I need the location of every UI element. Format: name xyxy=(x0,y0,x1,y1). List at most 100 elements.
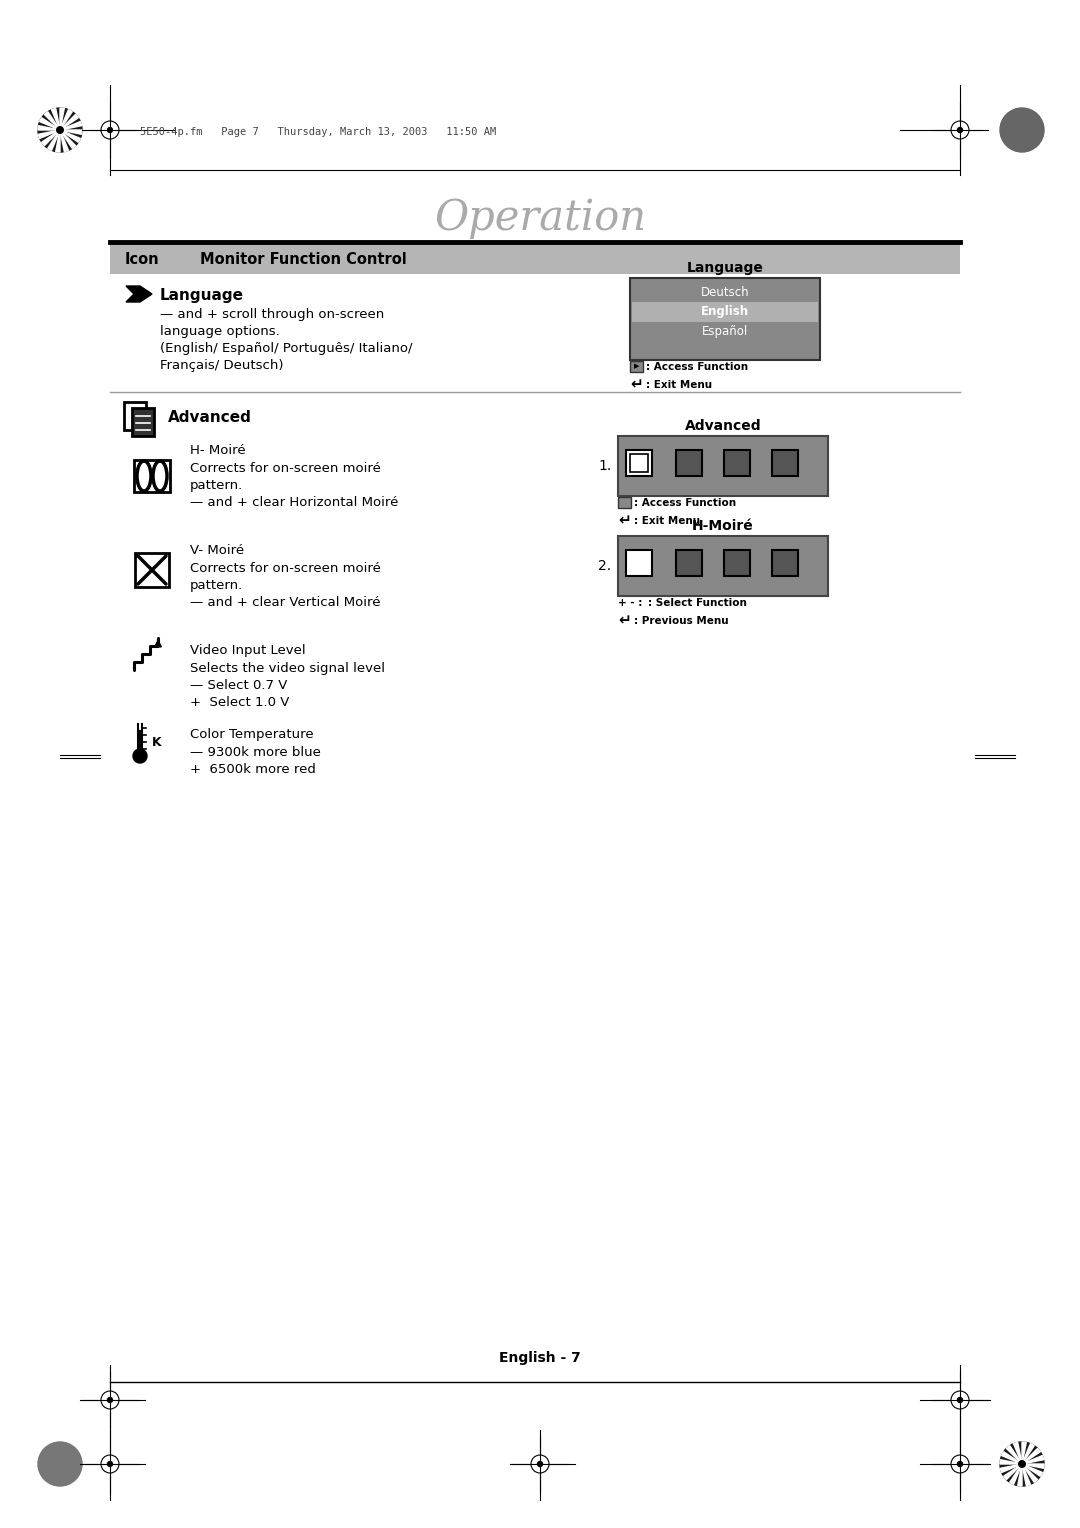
Polygon shape xyxy=(1022,1444,1035,1464)
Bar xyxy=(626,550,652,576)
Polygon shape xyxy=(1017,1464,1022,1487)
Polygon shape xyxy=(60,115,78,130)
Bar xyxy=(124,402,146,429)
Polygon shape xyxy=(1003,1464,1022,1479)
Circle shape xyxy=(38,1442,82,1487)
Polygon shape xyxy=(48,130,60,150)
Text: Color Temperature: Color Temperature xyxy=(190,727,313,741)
Polygon shape xyxy=(60,130,80,142)
Text: Advanced: Advanced xyxy=(685,419,761,432)
Text: Monitor Function Control: Monitor Function Control xyxy=(200,252,407,266)
Text: : Access Function: : Access Function xyxy=(634,498,737,507)
Circle shape xyxy=(958,1398,962,1403)
Bar xyxy=(135,553,168,587)
Circle shape xyxy=(108,1398,112,1403)
Polygon shape xyxy=(40,118,60,130)
Polygon shape xyxy=(1022,1464,1030,1485)
Text: : Select Function: : Select Function xyxy=(648,597,747,608)
Circle shape xyxy=(38,108,82,151)
Polygon shape xyxy=(126,286,152,303)
Polygon shape xyxy=(60,130,76,148)
Text: Selects the video signal level: Selects the video signal level xyxy=(190,662,384,675)
Bar xyxy=(618,536,828,596)
Polygon shape xyxy=(38,125,60,130)
Bar xyxy=(110,244,960,274)
Bar xyxy=(676,550,702,576)
Text: Français/ Deutsch): Français/ Deutsch) xyxy=(160,359,283,371)
Polygon shape xyxy=(1000,1464,1022,1473)
Circle shape xyxy=(538,1461,542,1467)
Text: Advanced: Advanced xyxy=(168,411,252,425)
Polygon shape xyxy=(56,130,60,151)
Bar xyxy=(772,451,798,477)
Circle shape xyxy=(1000,1442,1044,1487)
Circle shape xyxy=(958,127,962,133)
Text: pattern.: pattern. xyxy=(190,478,243,492)
Polygon shape xyxy=(1000,1459,1022,1464)
Bar xyxy=(676,451,702,477)
Text: — and + clear Vertical Moiré: — and + clear Vertical Moiré xyxy=(190,596,380,610)
Bar xyxy=(618,435,828,497)
Text: — and + scroll through on-screen: — and + scroll through on-screen xyxy=(160,309,384,321)
Bar xyxy=(724,550,750,576)
Text: English: English xyxy=(701,306,750,318)
Polygon shape xyxy=(1007,1445,1022,1464)
Circle shape xyxy=(133,749,147,762)
Polygon shape xyxy=(1022,1464,1038,1482)
Text: : Exit Menu: : Exit Menu xyxy=(634,515,700,526)
Text: Deutsch: Deutsch xyxy=(701,286,750,298)
Circle shape xyxy=(1000,108,1044,151)
Text: Español: Español xyxy=(702,325,748,339)
Text: H- Moiré: H- Moiré xyxy=(190,445,245,457)
Text: 2.: 2. xyxy=(598,559,611,573)
Polygon shape xyxy=(60,108,65,130)
Circle shape xyxy=(108,1461,112,1467)
Polygon shape xyxy=(1022,1464,1044,1468)
Polygon shape xyxy=(1014,1442,1022,1464)
Text: ↵: ↵ xyxy=(618,513,631,529)
Text: 1.: 1. xyxy=(598,458,611,474)
Text: (English/ Español/ Português/ Italiano/: (English/ Español/ Português/ Italiano/ xyxy=(160,342,413,354)
Text: Corrects for on-screen moiré: Corrects for on-screen moiré xyxy=(190,461,381,475)
Circle shape xyxy=(108,127,112,133)
Polygon shape xyxy=(44,112,60,130)
Bar xyxy=(630,361,643,371)
Text: H-Moiré: H-Moiré xyxy=(692,520,754,533)
Polygon shape xyxy=(52,108,60,130)
Text: +  6500k more red: + 6500k more red xyxy=(190,762,315,776)
Polygon shape xyxy=(1022,1456,1043,1464)
Text: ↵: ↵ xyxy=(618,613,631,628)
Polygon shape xyxy=(60,130,82,134)
Text: language options.: language options. xyxy=(160,325,280,338)
Text: — and + clear Horizontal Moiré: — and + clear Horizontal Moiré xyxy=(190,497,399,509)
Text: — 9300k more blue: — 9300k more blue xyxy=(190,746,321,759)
Bar xyxy=(772,550,798,576)
Text: English - 7: English - 7 xyxy=(499,1351,581,1365)
Text: : Access Function: : Access Function xyxy=(646,362,748,371)
Text: : Exit Menu: : Exit Menu xyxy=(646,379,712,390)
Bar xyxy=(632,303,818,322)
Text: Language: Language xyxy=(687,261,764,275)
Polygon shape xyxy=(1001,1452,1022,1464)
Bar xyxy=(134,460,170,492)
Polygon shape xyxy=(39,130,60,139)
Text: +  Select 1.0 V: + Select 1.0 V xyxy=(190,695,289,709)
Bar xyxy=(618,497,631,507)
Text: ↵: ↵ xyxy=(630,377,643,393)
Polygon shape xyxy=(60,122,82,130)
Bar xyxy=(132,408,154,435)
Polygon shape xyxy=(1022,1464,1042,1476)
Text: — Select 0.7 V: — Select 0.7 V xyxy=(190,678,287,692)
Bar xyxy=(630,278,820,361)
Text: 5E50-4p.fm   Page 7   Thursday, March 13, 2003   11:50 AM: 5E50-4p.fm Page 7 Thursday, March 13, 20… xyxy=(140,127,496,138)
Circle shape xyxy=(958,1461,962,1467)
Polygon shape xyxy=(1022,1442,1026,1464)
Polygon shape xyxy=(1022,1449,1040,1464)
Text: + - :: + - : xyxy=(618,597,643,608)
Bar xyxy=(724,451,750,477)
Text: ▶: ▶ xyxy=(634,364,639,370)
Bar xyxy=(630,454,648,472)
Circle shape xyxy=(1018,1461,1025,1467)
Text: : Previous Menu: : Previous Menu xyxy=(634,616,729,625)
Circle shape xyxy=(57,127,64,133)
